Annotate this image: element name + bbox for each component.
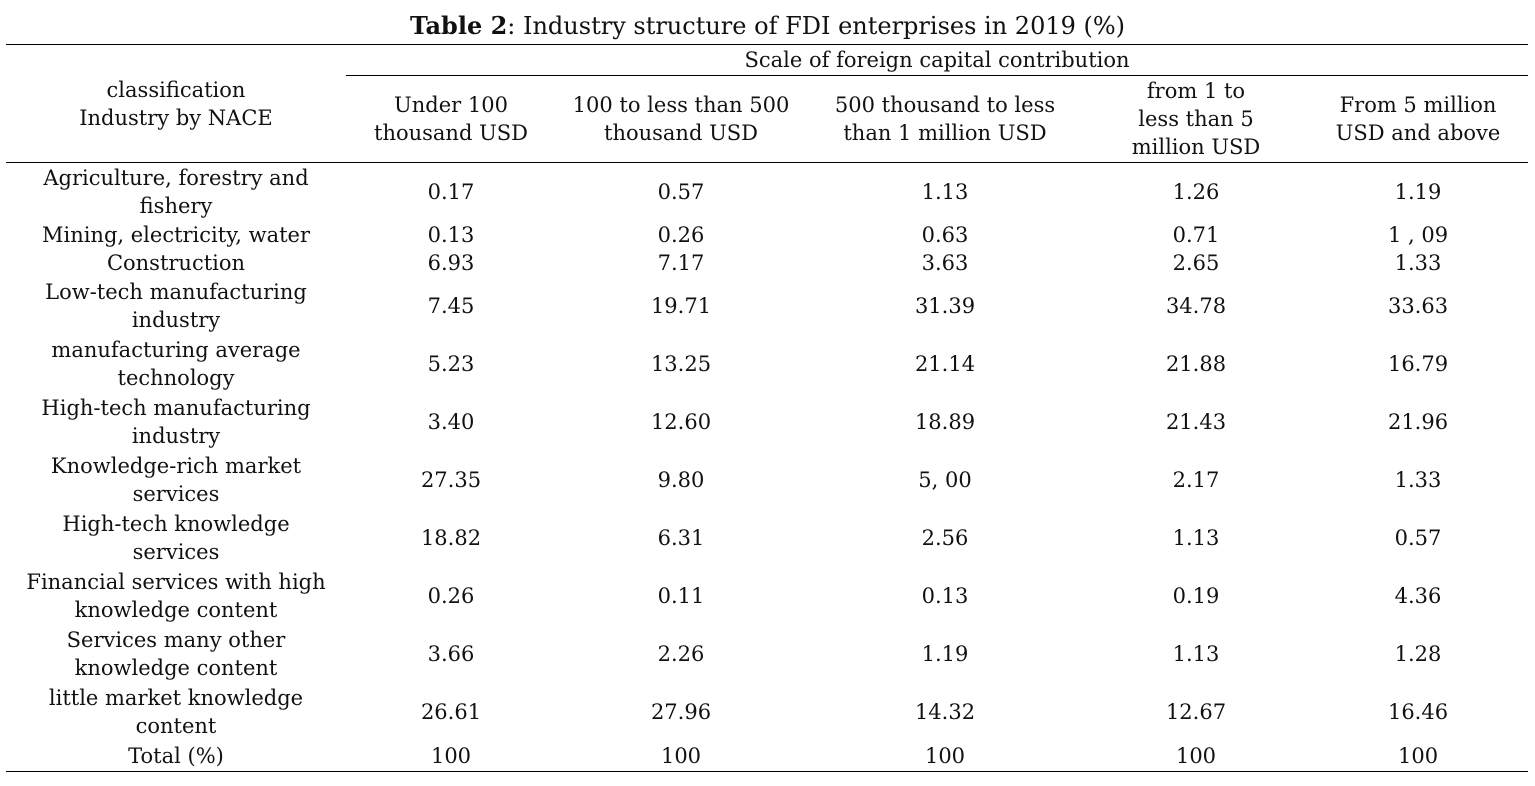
scale-header: Scale of foreign capital contribution <box>346 44 1529 76</box>
row-label: Knowledge-rich market services <box>50 454 302 506</box>
classification-header-line2: Industry by NACE <box>79 105 273 130</box>
cell-value: 6.31 <box>657 526 705 550</box>
cell-value: 27.35 <box>420 468 482 492</box>
cell-value: 100 <box>556 741 806 772</box>
cell-value: 34.78 <box>1165 294 1227 318</box>
cell-value: 7.45 <box>427 294 475 318</box>
cell-value: 0.13 <box>427 223 475 247</box>
cell-value: 13.25 <box>650 352 712 376</box>
row-label: Agriculture, forestry and fishery <box>43 166 309 218</box>
table-number: Table 2 <box>409 11 508 40</box>
cell-value: 1.19 <box>1394 180 1442 204</box>
table-row: Low-tech manufacturing industry 7.45 19.… <box>6 277 1528 335</box>
column-header: 500 thousand to less than 1 million USD <box>806 75 1084 163</box>
cell-value: 21.88 <box>1165 352 1227 376</box>
row-label: Mining, electricity, water <box>41 223 311 247</box>
cell-value: 3.66 <box>427 642 475 666</box>
cell-value: 0.26 <box>657 223 705 247</box>
table-row: Services many other knowledge content 3.… <box>6 625 1528 683</box>
cell-value: 3.63 <box>921 251 969 275</box>
cell-value: 2.17 <box>1172 468 1220 492</box>
cell-value: 26.61 <box>420 700 482 724</box>
table-row: High-tech knowledge services 18.82 6.31 … <box>6 509 1528 567</box>
cell-value: 2.56 <box>921 526 969 550</box>
table-row: Construction 6.93 7.17 3.63 2.65 1.33 <box>6 249 1528 277</box>
cell-value: 21.43 <box>1165 410 1227 434</box>
table-row: little market knowledge content 26.61 27… <box>6 683 1528 741</box>
cell-value: 3.40 <box>427 410 475 434</box>
classification-header-line1: classification <box>106 77 246 102</box>
cell-value: 1.19 <box>921 642 969 666</box>
cell-value: 0.19 <box>1172 584 1220 608</box>
cell-value: 4.36 <box>1394 584 1442 608</box>
cell-value: 0.71 <box>1172 223 1220 247</box>
cell-value: 100 <box>1308 741 1529 772</box>
cell-value: 21.14 <box>914 352 976 376</box>
cell-value: 0.11 <box>657 584 705 608</box>
cell-value: 0.13 <box>921 584 969 608</box>
row-label: little market knowledge content <box>48 686 304 738</box>
cell-value: 1.13 <box>1172 642 1220 666</box>
cell-value: 12.60 <box>650 410 712 434</box>
cell-value: 33.63 <box>1387 294 1449 318</box>
table-row: Agriculture, forestry and fishery 0.17 0… <box>6 163 1528 222</box>
cell-value: 1.33 <box>1394 251 1442 275</box>
cell-value: 2.65 <box>1172 251 1220 275</box>
cell-value: 9.80 <box>657 468 705 492</box>
row-label: Financial services with high knowledge c… <box>26 570 326 622</box>
table-row-total: Total (%) 100 100 100 100 100 <box>6 741 1529 772</box>
cell-value: 100 <box>346 741 556 772</box>
table-row: Knowledge-rich market services 27.35 9.8… <box>6 451 1528 509</box>
classification-header: classification Industry by NACE <box>6 44 346 163</box>
cell-value: 0.17 <box>427 180 475 204</box>
cell-value: 100 <box>1084 741 1308 772</box>
column-header: From 5 million USD and above <box>1308 75 1529 163</box>
cell-value: 12.67 <box>1165 700 1227 724</box>
cell-value: 6.93 <box>427 251 475 275</box>
column-header: from 1 to less than 5 million USD <box>1084 75 1308 163</box>
row-label: High-tech manufacturing industry <box>41 396 311 448</box>
cell-value: 1.13 <box>921 180 969 204</box>
cell-value: 0.63 <box>921 223 969 247</box>
column-header: 100 to less than 500 thousand USD <box>556 75 806 163</box>
cell-value: 0.26 <box>427 584 475 608</box>
cell-value: 27.96 <box>650 700 712 724</box>
table-row: Mining, electricity, water 0.13 0.26 0.6… <box>6 221 1528 249</box>
cell-value: 1.28 <box>1394 642 1442 666</box>
table-row: Financial services with high knowledge c… <box>6 567 1528 625</box>
row-label: Low-tech manufacturing industry <box>45 280 307 332</box>
cell-value: 18.82 <box>420 526 482 550</box>
table-row: High-tech manufacturing industry 3.40 12… <box>6 393 1528 451</box>
cell-value: 19.71 <box>650 294 712 318</box>
cell-value: 31.39 <box>914 294 976 318</box>
cell-value: 21.96 <box>1387 410 1449 434</box>
industry-structure-table: classification Industry by NACE Scale of… <box>6 44 1529 772</box>
cell-value: 16.79 <box>1387 352 1449 376</box>
cell-value: 1.33 <box>1394 468 1442 492</box>
cell-value: 0.57 <box>657 180 705 204</box>
cell-value: 0.57 <box>1394 526 1442 550</box>
cell-value: 5, 00 <box>918 468 972 492</box>
cell-value: 1.13 <box>1172 526 1220 550</box>
row-label: High-tech knowledge services <box>62 512 290 564</box>
cell-value: 14.32 <box>914 700 976 724</box>
row-label: Construction <box>106 251 246 275</box>
row-label: manufacturing average technology <box>51 338 301 390</box>
table-title: Table 2: Industry structure of FDI enter… <box>0 9 1535 43</box>
cell-value: 7.17 <box>657 251 705 275</box>
row-label: Total (%) <box>6 741 346 772</box>
cell-value: 2.26 <box>657 642 705 666</box>
cell-value: 18.89 <box>914 410 976 434</box>
table-caption: : Industry structure of FDI enterprises … <box>507 12 1126 40</box>
column-header: Under 100 thousand USD <box>346 75 556 163</box>
cell-value: 100 <box>806 741 1084 772</box>
row-label: Services many other knowledge content <box>66 628 286 680</box>
cell-value: 5.23 <box>427 352 475 376</box>
cell-value: 1 , 09 <box>1387 223 1449 247</box>
table-row: manufacturing average technology 5.23 13… <box>6 335 1528 393</box>
cell-value: 1.26 <box>1172 180 1220 204</box>
cell-value: 16.46 <box>1387 700 1449 724</box>
